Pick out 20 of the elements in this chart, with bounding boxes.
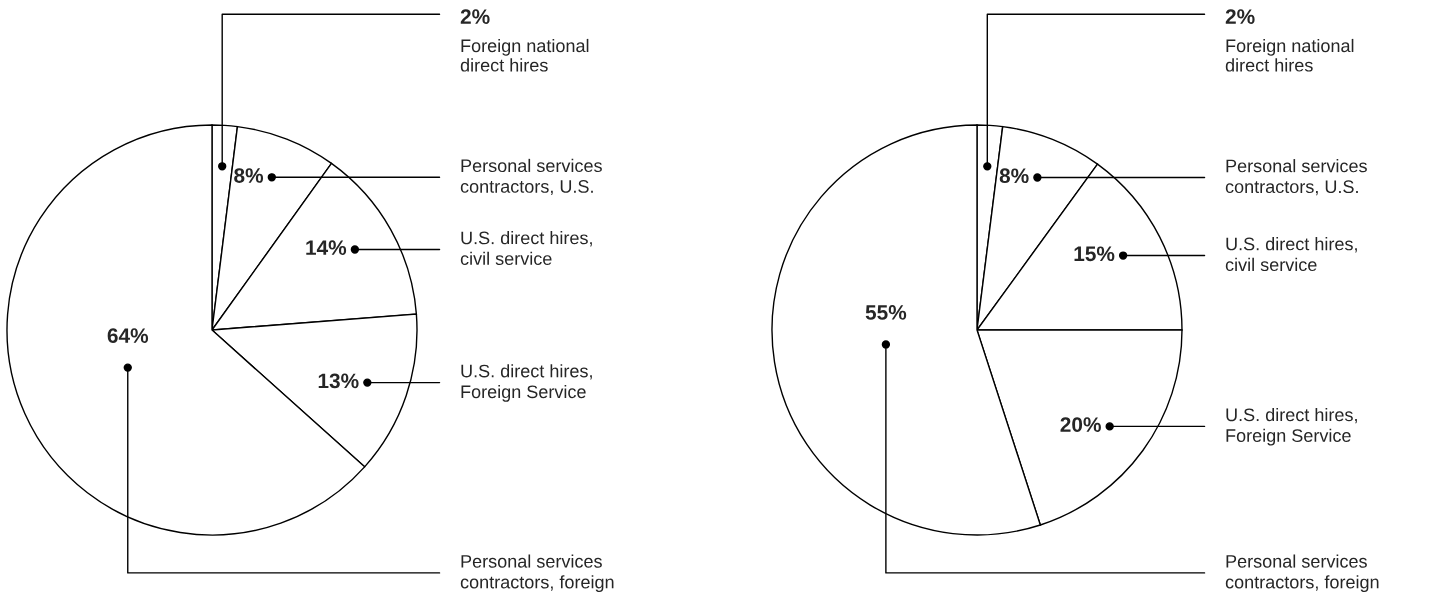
data-label: 2% bbox=[460, 9, 490, 24]
data-label: 14% bbox=[306, 240, 347, 256]
slice-label: Personal services contractors, foreign bbox=[1225, 554, 1379, 593]
slice-label: U.S. direct hires, civil service bbox=[1225, 237, 1357, 272]
slice-label: Personal services contractors, foreign bbox=[460, 554, 614, 593]
data-label: 64% bbox=[107, 328, 149, 343]
slice-label: Personal services contractors, U.S. bbox=[1225, 159, 1367, 196]
slice-label: U.S. direct hires, Foreign Service bbox=[1226, 407, 1357, 446]
data-label: 13% bbox=[318, 373, 359, 389]
data-label: 55% bbox=[865, 305, 907, 320]
slice-label: U.S. direct hires, civil service bbox=[460, 231, 592, 266]
slice-label: Foreign national direct hires bbox=[460, 38, 589, 72]
slice-label: Foreign national direct hires bbox=[1225, 38, 1354, 72]
data-label: 15% bbox=[1074, 246, 1115, 262]
slice-label: Personal services contractors, U.S. bbox=[460, 158, 602, 195]
data-label: 8% bbox=[999, 168, 1029, 184]
data-label: 2% bbox=[1225, 9, 1255, 24]
data-label: 8% bbox=[234, 168, 264, 183]
legend-label: U.S. direct hires, Foreign Service bbox=[461, 364, 592, 402]
data-label: 20% bbox=[1060, 417, 1101, 432]
